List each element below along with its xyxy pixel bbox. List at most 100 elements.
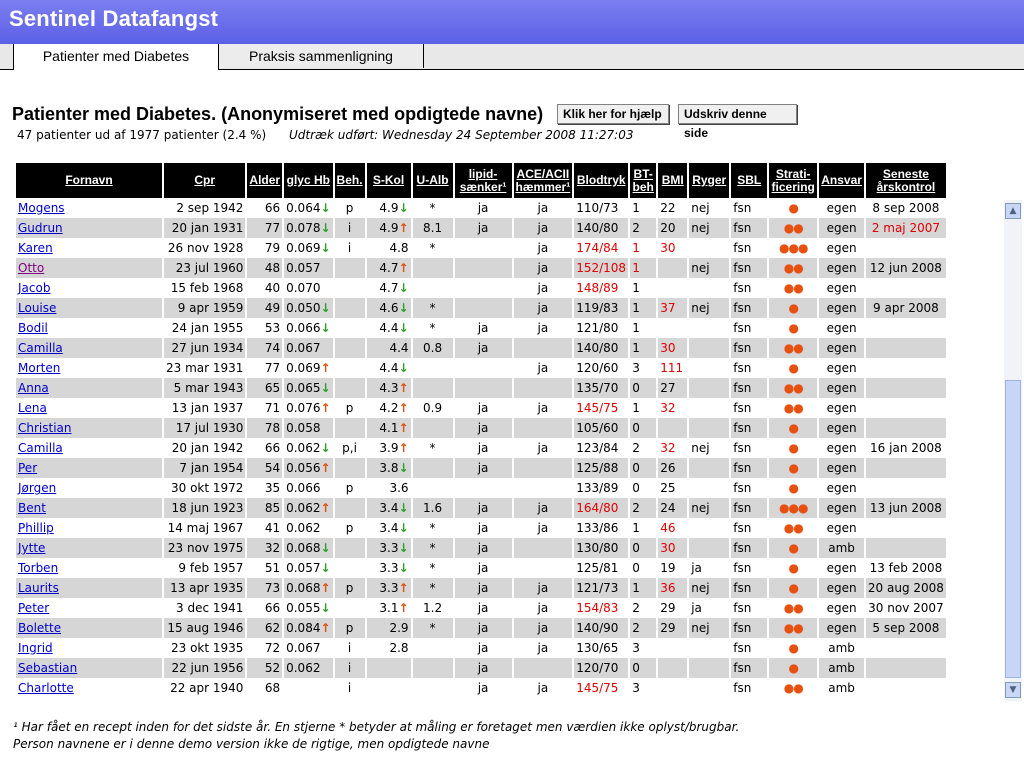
ryger-cell [689, 418, 730, 438]
patient-name-link[interactable]: Bent [16, 498, 162, 518]
age-cell: 53 [247, 318, 283, 338]
patient-name-link[interactable]: Bodil [16, 318, 162, 338]
blodtryk-cell: 125/88 [574, 458, 629, 478]
bt-beh-cell: 1 [630, 258, 657, 278]
scrollbar-thumb[interactable] [1005, 380, 1021, 678]
arrow-up-icon: ↑ [320, 361, 331, 375]
patient-name-link[interactable]: Christian [16, 418, 162, 438]
patient-name-link[interactable]: Karen [16, 238, 162, 258]
risk-dot-icon: ●● [783, 281, 804, 295]
risk-dot-icon: ●●● [779, 241, 808, 255]
col-header-ansvar[interactable]: Ansvar [819, 163, 864, 198]
patient-name-link[interactable]: Gudrun [16, 218, 162, 238]
stratificering-cell: ● [769, 438, 818, 458]
bt-beh-cell: 0 [630, 538, 657, 558]
arrow-up-icon: ↑ [398, 261, 409, 275]
patient-name-link[interactable]: Otto [16, 258, 162, 278]
col-header-ace[interactable]: ACE/ACII hæmmer¹ [513, 163, 573, 198]
risk-dot-icon: ● [788, 301, 799, 315]
ace-cell: ja [513, 258, 573, 278]
patient-name-link[interactable]: Laurits [16, 578, 162, 598]
arrow-down-icon: ↓ [320, 201, 331, 215]
glyc-hb-cell: 0.056↑ [284, 458, 333, 478]
col-header-beh[interactable]: Beh. [334, 163, 365, 198]
u-alb-cell: * [412, 558, 453, 578]
col-header-seneste[interactable]: Seneste årskontrol [865, 163, 946, 198]
col-header-sbl[interactable]: SBL [731, 163, 768, 198]
col-header-fornavn[interactable]: Fornavn [16, 163, 162, 198]
patient-name-link[interactable]: Peter [16, 598, 162, 618]
ryger-cell: nej [689, 498, 730, 518]
ace-cell [513, 338, 573, 358]
bmi-cell: 30 [658, 538, 688, 558]
s-kol-cell: 4.4 [366, 338, 411, 358]
patient-name-link[interactable]: Per [16, 458, 162, 478]
glyc-hb-cell: 0.067 [284, 638, 333, 658]
vertical-scrollbar[interactable]: ▲ ▼ [1004, 200, 1022, 701]
age-cell: 68 [247, 678, 283, 698]
risk-dot-icon: ● [788, 421, 799, 435]
patient-name-link[interactable]: Phillip [16, 518, 162, 538]
patient-name-link[interactable]: Mogens [16, 198, 162, 218]
patient-name-link[interactable]: Jørgen [16, 478, 162, 498]
bt-beh-cell: 1 [630, 238, 657, 258]
patient-name-link[interactable]: Bolette [16, 618, 162, 638]
patient-name-link[interactable]: Morten [16, 358, 162, 378]
blodtryk-cell: 105/60 [574, 418, 629, 438]
sbl-cell: fsn [731, 398, 768, 418]
col-header-glyc-hb[interactable]: glyc Hb [284, 163, 333, 198]
ace-cell [513, 478, 573, 498]
bmi-cell [658, 418, 688, 438]
bmi-cell [658, 318, 688, 338]
ansvar-cell: egen [819, 278, 864, 298]
col-header-blodtryk[interactable]: Blodtryk [574, 163, 629, 198]
col-header-u-alb[interactable]: U-Alb [412, 163, 453, 198]
age-cell: 66 [247, 198, 283, 218]
col-header-bt-beh[interactable]: BT-beh [630, 163, 657, 198]
patient-name-link[interactable]: Camilla [16, 438, 162, 458]
patient-name-link[interactable]: Jacob [16, 278, 162, 298]
bt-beh-cell: 2 [630, 598, 657, 618]
u-alb-cell: * [412, 618, 453, 638]
glyc-hb-cell: 0.055↓ [284, 598, 333, 618]
patient-name-link[interactable]: Louise [16, 298, 162, 318]
print-button[interactable]: Udskriv denne side [678, 104, 797, 140]
col-header-cpr[interactable]: Cpr [164, 163, 246, 198]
beh-cell: i [334, 658, 365, 678]
patient-name-link[interactable]: Charlotte [16, 678, 162, 698]
seneste-cell: 30 nov 2007 [865, 598, 946, 618]
stratificering-cell: ●● [769, 278, 818, 298]
col-header-bmi[interactable]: BMI [658, 163, 688, 198]
patient-name-link[interactable]: Anna [16, 378, 162, 398]
scroll-up-arrow-icon[interactable]: ▲ [1005, 203, 1021, 219]
arrow-down-icon: ↓ [320, 381, 331, 395]
patient-name-link[interactable]: Sebastian [16, 658, 162, 678]
patient-name-link[interactable]: Ingrid [16, 638, 162, 658]
tab-practice-comparison[interactable]: Praksis sammenligning [219, 44, 424, 68]
col-header-stratificering[interactable]: Strati-ficering [769, 163, 818, 198]
seneste-cell: 9 apr 2008 [865, 298, 946, 318]
patient-name-link[interactable]: Torben [16, 558, 162, 578]
lipid-cell: ja [454, 418, 512, 438]
col-header-s-kol[interactable]: S-Kol [366, 163, 411, 198]
col-header-ryger[interactable]: Ryger [689, 163, 730, 198]
patient-name-link[interactable]: Camilla [16, 338, 162, 358]
arrow-down-icon: ↓ [398, 301, 409, 315]
help-button[interactable]: Klik her for hjælp [557, 104, 669, 124]
col-header-alder[interactable]: Alder [247, 163, 283, 198]
tab-diabetes-patients[interactable]: Patienter med Diabetes [13, 44, 219, 70]
scroll-down-arrow-icon[interactable]: ▼ [1005, 682, 1021, 698]
glyc-hb-cell: 0.057↓ [284, 558, 333, 578]
patient-name-link[interactable]: Lena [16, 398, 162, 418]
seneste-cell [865, 418, 946, 438]
table-row: Anna 5 mar 1943 65 0.065↓ 4.3↑ 135/70 0 27 fsn ●●… [16, 378, 946, 398]
beh-cell: i [334, 238, 365, 258]
s-kol-value: 4.9 [379, 221, 399, 235]
table-row: Sebastian 22 jun 1956 52 0.062 i ja 120/70 0 fsn… [16, 658, 946, 678]
ace-cell: ja [513, 238, 573, 258]
lipid-cell: ja [454, 678, 512, 698]
col-header-lipid[interactable]: lipid-sænker¹ [454, 163, 512, 198]
bt-beh-cell: 0 [630, 418, 657, 438]
s-kol-cell: 3.3↑ [366, 578, 411, 598]
patient-name-link[interactable]: Jytte [16, 538, 162, 558]
